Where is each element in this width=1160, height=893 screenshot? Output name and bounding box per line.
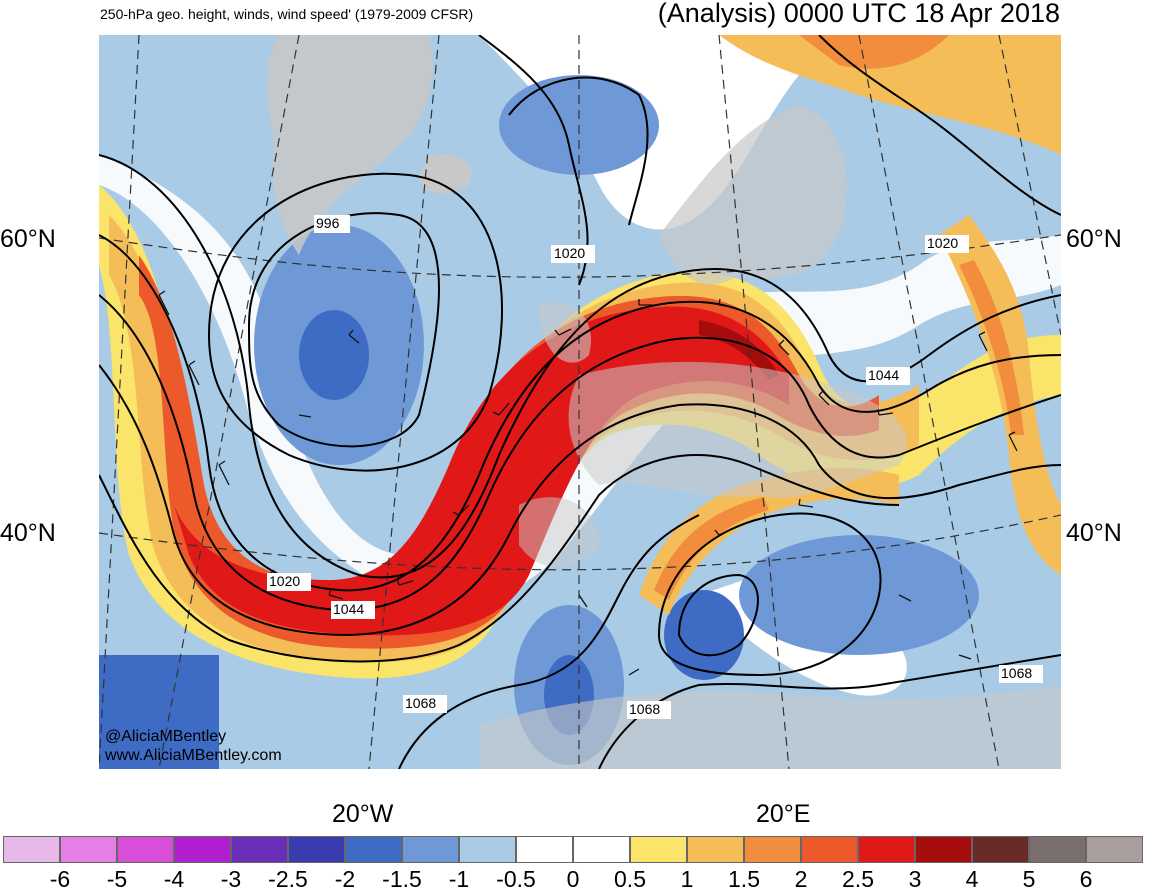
colorbar-swatch-4 [231,836,288,863]
credit-site: www.AliciaMBentley.com [105,747,282,764]
colorbar-swatch-15 [858,836,915,863]
colorbar-tick-label: 1.5 [728,866,760,892]
colorbar-swatch-1 [60,836,117,863]
colorbar-tick-label: 5 [1022,866,1036,892]
colorbar-swatch-5 [288,836,345,863]
wind-barbs [158,290,1018,676]
lat-label-60n-left: 60°N [0,225,56,253]
low-core-mediterranean [664,590,744,680]
colorbar-swatch-16 [915,836,972,863]
colorbar-swatch-12 [687,836,744,863]
north-africa [479,685,1061,769]
colorbar-tick-label: 1 [680,866,694,892]
map-panel: 996 1020 1020 1020 1044 1044 1068 1068 1… [99,35,1061,769]
colorbar-tick-label: -1.5 [382,866,422,892]
colorbar-ticks: -6 -5 -4 -3 -2.5 -2 -1.5 -1 -0.5 0 0.5 1 1.5 2 2.5 3 4 5 6 [0,866,1160,892]
colorbar-swatch-2 [117,836,174,863]
colorbar-swatch-13 [744,836,801,863]
colorbar-swatch-7 [402,836,459,863]
colorbar-tick-label: 6 [1079,866,1093,892]
colorbar-tick-label: -2.5 [268,866,308,892]
colorbar-tick-label: 0 [566,866,580,892]
iceland [419,154,472,194]
jet-east-core [959,260,1024,435]
warm-northeast-core [799,35,949,69]
low-anomaly-southwest [99,655,219,769]
lon-label-20w: 20°W [332,800,394,828]
analysis-time: (Analysis) 0000 UTC 18 Apr 2018 [657,0,1060,28]
europe-land [568,361,907,498]
contour-label-996: 996 [316,215,340,231]
colorbar-swatch-8 [459,836,516,863]
colorbar-tick-label: -0.5 [496,866,536,892]
colorbar-tick-label: 4 [965,866,979,892]
lat-label-40n-right: 40°N [1066,519,1122,547]
low-anomaly-east [739,535,979,655]
colorbar-swatch-9 [516,836,573,863]
lat-lon-grid [99,35,1061,769]
contour-label-1044-west: 1044 [333,601,365,617]
colorbar-tick-label: -4 [163,866,185,892]
contour-label-1068-east: 1068 [1001,665,1033,681]
greenland [267,35,433,255]
lon-label-20e: 20°E [756,800,811,828]
colorbar-swatch-17 [972,836,1029,863]
colorbar-swatch-11 [630,836,687,863]
contour-label-1020-east: 1020 [927,235,959,251]
colorbar-swatch-0 [3,836,60,863]
contour-label-1044-east: 1044 [868,367,900,383]
colorbar-tick-label: -5 [106,866,128,892]
colorbar-swatch-14 [801,836,858,863]
lat-label-60n-right: 60°N [1066,225,1122,253]
colorbar-swatch-19 [1086,836,1143,863]
colorbar-swatch-3 [174,836,231,863]
low-core-atlantic [299,310,369,400]
colorbar-tick-label: -6 [49,866,71,892]
colorbar-tick-label: -3 [220,866,242,892]
warm-northeast [719,35,1061,155]
colorbar-swatch-6 [345,836,402,863]
colorbar-tick-label: 0.5 [614,866,646,892]
contour-label-boxes [267,215,1043,719]
colorbar-tick-label: 2 [794,866,808,892]
jet-east-orange [939,215,1061,575]
colorbar-swatch-10 [573,836,630,863]
contour-label-1068-med: 1068 [629,701,661,717]
contour-label-1020-north: 1020 [554,245,586,261]
scandinavia [659,105,847,285]
map-graphic [99,35,1061,769]
colorbar-tick-label: -1 [448,866,470,892]
jet-south-core [654,497,769,600]
colorbar-tick-label: -2 [334,866,356,892]
colorbar-tick-label: 3 [908,866,922,892]
colorbar [3,836,1143,863]
credit-handle: @AliciaMBentley [105,728,227,745]
lat-label-40n-left: 40°N [0,519,56,547]
jet-max [699,320,779,380]
colorbar-tick-label: 2.5 [842,866,874,892]
jet-south-orange [639,468,899,615]
colorbar-swatch-18 [1029,836,1086,863]
map-title: 250-hPa geo. height, winds, wind speed' … [100,6,474,22]
contour-label-1020-west: 1020 [269,573,301,589]
contour-label-1068-africa: 1068 [405,695,437,711]
